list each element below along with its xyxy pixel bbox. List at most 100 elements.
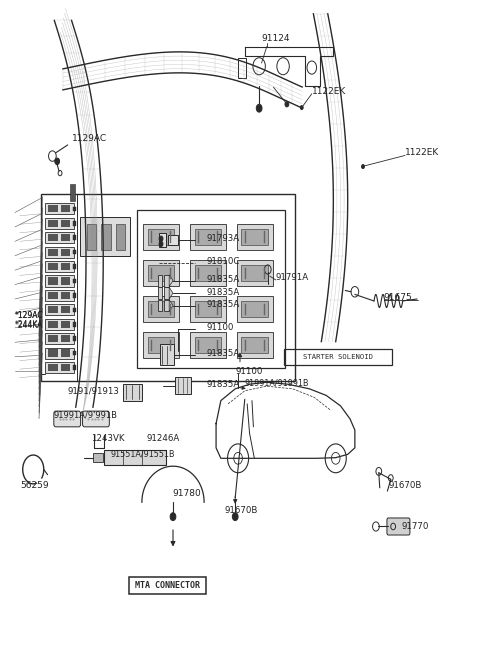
FancyBboxPatch shape [164,287,169,299]
Text: 1243VK: 1243VK [91,434,124,443]
Circle shape [55,158,60,165]
FancyBboxPatch shape [101,223,111,250]
FancyBboxPatch shape [73,235,76,240]
Text: 91780: 91780 [172,489,201,498]
Text: 1122EK: 1122EK [405,148,439,157]
FancyBboxPatch shape [148,265,174,281]
FancyBboxPatch shape [73,221,76,225]
FancyBboxPatch shape [73,250,76,254]
FancyBboxPatch shape [48,277,58,284]
FancyBboxPatch shape [116,223,125,250]
Text: 91835A: 91835A [206,300,240,309]
FancyBboxPatch shape [157,275,162,286]
Circle shape [159,236,163,241]
FancyBboxPatch shape [143,260,179,286]
Text: MTA CONNECTOR: MTA CONNECTOR [135,581,200,590]
FancyBboxPatch shape [175,377,191,394]
FancyBboxPatch shape [123,384,142,401]
FancyBboxPatch shape [157,287,162,299]
FancyBboxPatch shape [157,300,162,311]
FancyBboxPatch shape [45,348,74,359]
Text: 91793A: 91793A [206,234,240,243]
FancyBboxPatch shape [48,321,58,328]
FancyBboxPatch shape [45,319,74,330]
FancyBboxPatch shape [48,350,58,357]
FancyBboxPatch shape [87,223,96,250]
FancyBboxPatch shape [164,300,169,311]
FancyBboxPatch shape [73,293,76,298]
FancyBboxPatch shape [237,260,273,286]
Text: 91991A/9'991B: 91991A/9'991B [53,411,117,420]
FancyBboxPatch shape [54,411,81,427]
FancyBboxPatch shape [60,364,70,371]
FancyBboxPatch shape [241,337,268,353]
Text: 91835A: 91835A [206,275,240,284]
FancyBboxPatch shape [48,248,58,256]
FancyBboxPatch shape [48,219,58,227]
Circle shape [232,512,238,520]
FancyBboxPatch shape [73,351,76,355]
FancyBboxPatch shape [158,233,166,246]
FancyBboxPatch shape [45,290,74,301]
FancyBboxPatch shape [148,337,174,353]
FancyBboxPatch shape [83,411,109,427]
Text: *244KA: *244KA [15,320,44,329]
FancyBboxPatch shape [48,292,58,299]
FancyBboxPatch shape [159,344,174,365]
FancyBboxPatch shape [194,229,221,244]
FancyBboxPatch shape [45,203,74,214]
FancyBboxPatch shape [168,235,178,245]
FancyBboxPatch shape [194,301,221,317]
FancyBboxPatch shape [60,234,70,241]
FancyBboxPatch shape [60,321,70,328]
FancyBboxPatch shape [60,306,70,313]
FancyBboxPatch shape [237,223,273,250]
FancyBboxPatch shape [148,301,174,317]
FancyBboxPatch shape [237,296,273,322]
FancyBboxPatch shape [387,518,410,535]
FancyBboxPatch shape [45,304,74,315]
Circle shape [159,241,163,246]
FancyBboxPatch shape [190,223,226,250]
Text: 91670B: 91670B [225,507,258,515]
FancyBboxPatch shape [73,307,76,312]
Text: 91810C: 91810C [206,257,240,266]
FancyBboxPatch shape [73,336,76,341]
FancyBboxPatch shape [80,217,130,256]
FancyBboxPatch shape [241,265,268,281]
Text: 91670B: 91670B [388,482,422,490]
FancyBboxPatch shape [60,350,70,357]
FancyBboxPatch shape [45,232,74,243]
FancyBboxPatch shape [143,223,179,250]
FancyBboxPatch shape [45,246,74,258]
FancyBboxPatch shape [45,362,74,373]
Text: 91100: 91100 [206,323,234,332]
FancyBboxPatch shape [237,332,273,358]
Circle shape [256,104,262,112]
FancyBboxPatch shape [60,205,70,212]
FancyBboxPatch shape [60,219,70,227]
FancyBboxPatch shape [164,275,169,286]
FancyBboxPatch shape [48,364,58,371]
FancyBboxPatch shape [45,261,74,272]
FancyBboxPatch shape [60,335,70,342]
Text: 91551A/91551B: 91551A/91551B [111,450,175,459]
FancyBboxPatch shape [73,322,76,327]
Text: 91835A: 91835A [206,349,240,358]
Circle shape [361,165,364,169]
Text: 1129AC: 1129AC [72,134,107,143]
Text: 91835A: 91835A [206,380,240,389]
FancyBboxPatch shape [190,296,226,322]
FancyBboxPatch shape [70,184,75,200]
FancyBboxPatch shape [60,263,70,270]
Text: STARTER SOLENOID: STARTER SOLENOID [303,354,373,360]
FancyBboxPatch shape [48,335,58,342]
FancyBboxPatch shape [148,229,174,244]
Polygon shape [169,287,173,299]
FancyBboxPatch shape [73,279,76,283]
Text: 91124: 91124 [262,34,290,43]
Text: 91791A: 91791A [276,273,309,282]
FancyBboxPatch shape [60,292,70,299]
Text: 91675: 91675 [384,292,412,302]
FancyBboxPatch shape [104,451,166,465]
